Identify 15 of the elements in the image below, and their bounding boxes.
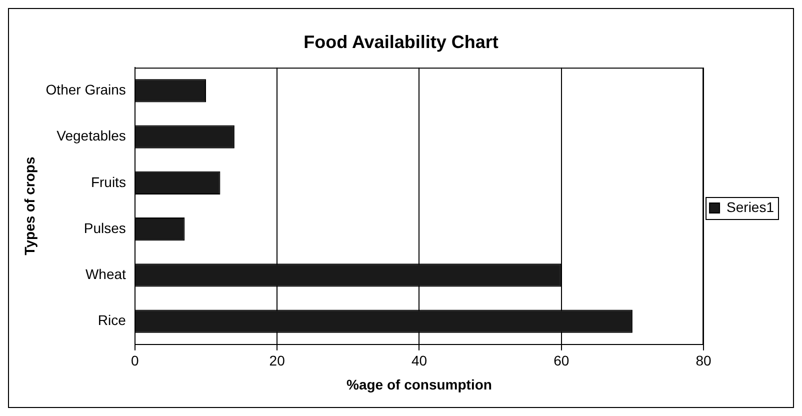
legend-label: Series1	[726, 198, 774, 215]
x-tick-label: 40	[411, 352, 428, 369]
y-axis-title: Types of crops	[21, 156, 38, 256]
chart-title: Food Availability Chart	[304, 32, 498, 52]
y-tick-label: Fruits	[90, 174, 126, 190]
y-tick-label: Pulses	[84, 220, 126, 236]
x-axis-title: %age of consumption	[346, 376, 492, 392]
x-tick-label: 0	[131, 352, 140, 369]
x-tick-label: 60	[554, 352, 570, 369]
y-tick-label: Vegetables	[56, 128, 126, 144]
x-tick-label: 80	[696, 352, 712, 369]
x-tick-label: 20	[269, 352, 286, 369]
y-tick-label: Wheat	[85, 266, 126, 282]
y-tick-label: Rice	[98, 312, 126, 328]
y-tick-label: Other Grains	[46, 82, 126, 98]
